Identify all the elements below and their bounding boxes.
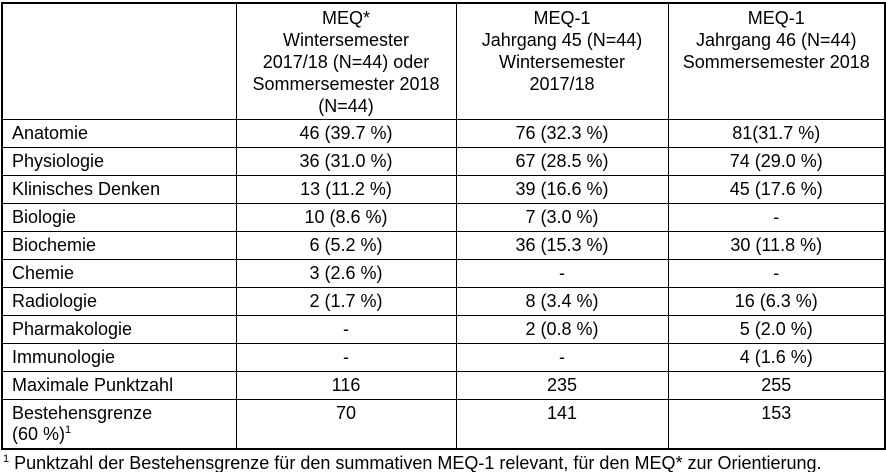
table-row: Biologie 10 (8.6 %) 7 (3.0 %) -	[1, 203, 886, 232]
row-label: Biochemie	[1, 231, 237, 260]
value-cell: 67 (28.5 %)	[455, 147, 669, 176]
row-label: Bestehensgrenze (60 %)	[12, 403, 153, 444]
row-label: Physiologie	[1, 147, 237, 176]
value-cell: 10 (8.6 %)	[235, 203, 457, 232]
value-cell: 16 (6.3 %)	[667, 287, 886, 316]
value-cell: 74 (29.0 %)	[667, 147, 886, 176]
value-cell: 39 (16.6 %)	[455, 175, 669, 204]
value-cell: 36 (15.3 %)	[455, 231, 669, 260]
value-cell: 255	[667, 371, 886, 400]
table-row: Anatomie 46 (39.7 %) 76 (32.3 %) 81(31.7…	[1, 119, 886, 148]
row-label: Radiologie	[1, 287, 237, 316]
value-cell: 116	[235, 371, 457, 400]
value-cell: 235	[455, 371, 669, 400]
table-row: Chemie 3 (2.6 %) - -	[1, 259, 886, 288]
table-row: Biochemie 6 (5.2 %) 36 (15.3 %) 30 (11.8…	[1, 231, 886, 260]
header-empty-cell	[1, 2, 237, 120]
row-label: Chemie	[1, 259, 237, 288]
value-cell: 2 (1.7 %)	[235, 287, 457, 316]
row-label: Biologie	[1, 203, 237, 232]
value-cell: 141	[455, 399, 669, 450]
row-label-cell: Bestehensgrenze (60 %)1	[1, 399, 237, 450]
value-cell: 46 (39.7 %)	[235, 119, 457, 148]
footnote: 1 Punktzahl der Bestehensgrenze für den …	[3, 453, 886, 472]
value-cell: -	[235, 343, 457, 372]
meq-results-table: MEQ* Wintersemester 2017/18 (N=44) oder …	[1, 2, 886, 450]
row-label: Pharmakologie	[1, 315, 237, 344]
value-cell: 36 (31.0 %)	[235, 147, 457, 176]
value-cell: 81(31.7 %)	[667, 119, 886, 148]
value-cell: 13 (11.2 %)	[235, 175, 457, 204]
row-label: Maximale Punktzahl	[1, 371, 237, 400]
value-cell: 5 (2.0 %)	[667, 315, 886, 344]
value-cell: 8 (3.4 %)	[455, 287, 669, 316]
value-cell: -	[667, 203, 886, 232]
table-row: Immunologie - - 4 (1.6 %)	[1, 343, 886, 372]
table-row: Klinisches Denken 13 (11.2 %) 39 (16.6 %…	[1, 175, 886, 204]
row-label: Klinisches Denken	[1, 175, 237, 204]
table-row: Bestehensgrenze (60 %)1 70 141 153	[1, 399, 886, 450]
header-col-meq-star: MEQ* Wintersemester 2017/18 (N=44) oder …	[235, 2, 457, 120]
row-label: Anatomie	[1, 119, 237, 148]
value-cell: -	[455, 343, 669, 372]
row-label-superscript: 1	[65, 424, 72, 436]
value-cell: 76 (32.3 %)	[455, 119, 669, 148]
value-cell: 70	[235, 399, 457, 450]
value-cell: 45 (17.6 %)	[667, 175, 886, 204]
value-cell: 4 (1.6 %)	[667, 343, 886, 372]
value-cell: 153	[667, 399, 886, 450]
header-col-meq1-jahrgang45: MEQ-1 Jahrgang 45 (N=44) Wintersemester …	[455, 2, 669, 120]
table-row: Physiologie 36 (31.0 %) 67 (28.5 %) 74 (…	[1, 147, 886, 176]
table-row: Pharmakologie - 2 (0.8 %) 5 (2.0 %)	[1, 315, 886, 344]
value-cell: -	[455, 259, 669, 288]
footnote-text: Punktzahl der Bestehensgrenze für den su…	[14, 453, 822, 472]
value-cell: 2 (0.8 %)	[455, 315, 669, 344]
value-cell: 3 (2.6 %)	[235, 259, 457, 288]
header-col-meq1-jahrgang46: MEQ-1 Jahrgang 46 (N=44) Sommersemester …	[667, 2, 886, 120]
value-cell: 6 (5.2 %)	[235, 231, 457, 260]
value-cell: 7 (3.0 %)	[455, 203, 669, 232]
value-cell: 30 (11.8 %)	[667, 231, 886, 260]
row-label: Immunologie	[1, 343, 237, 372]
value-cell: -	[667, 259, 886, 288]
header-row: MEQ* Wintersemester 2017/18 (N=44) oder …	[1, 2, 886, 120]
value-cell: -	[235, 315, 457, 344]
table-row: Maximale Punktzahl 116 235 255	[1, 371, 886, 400]
footnote-marker: 1	[3, 453, 10, 465]
table-row: Radiologie 2 (1.7 %) 8 (3.4 %) 16 (6.3 %…	[1, 287, 886, 316]
